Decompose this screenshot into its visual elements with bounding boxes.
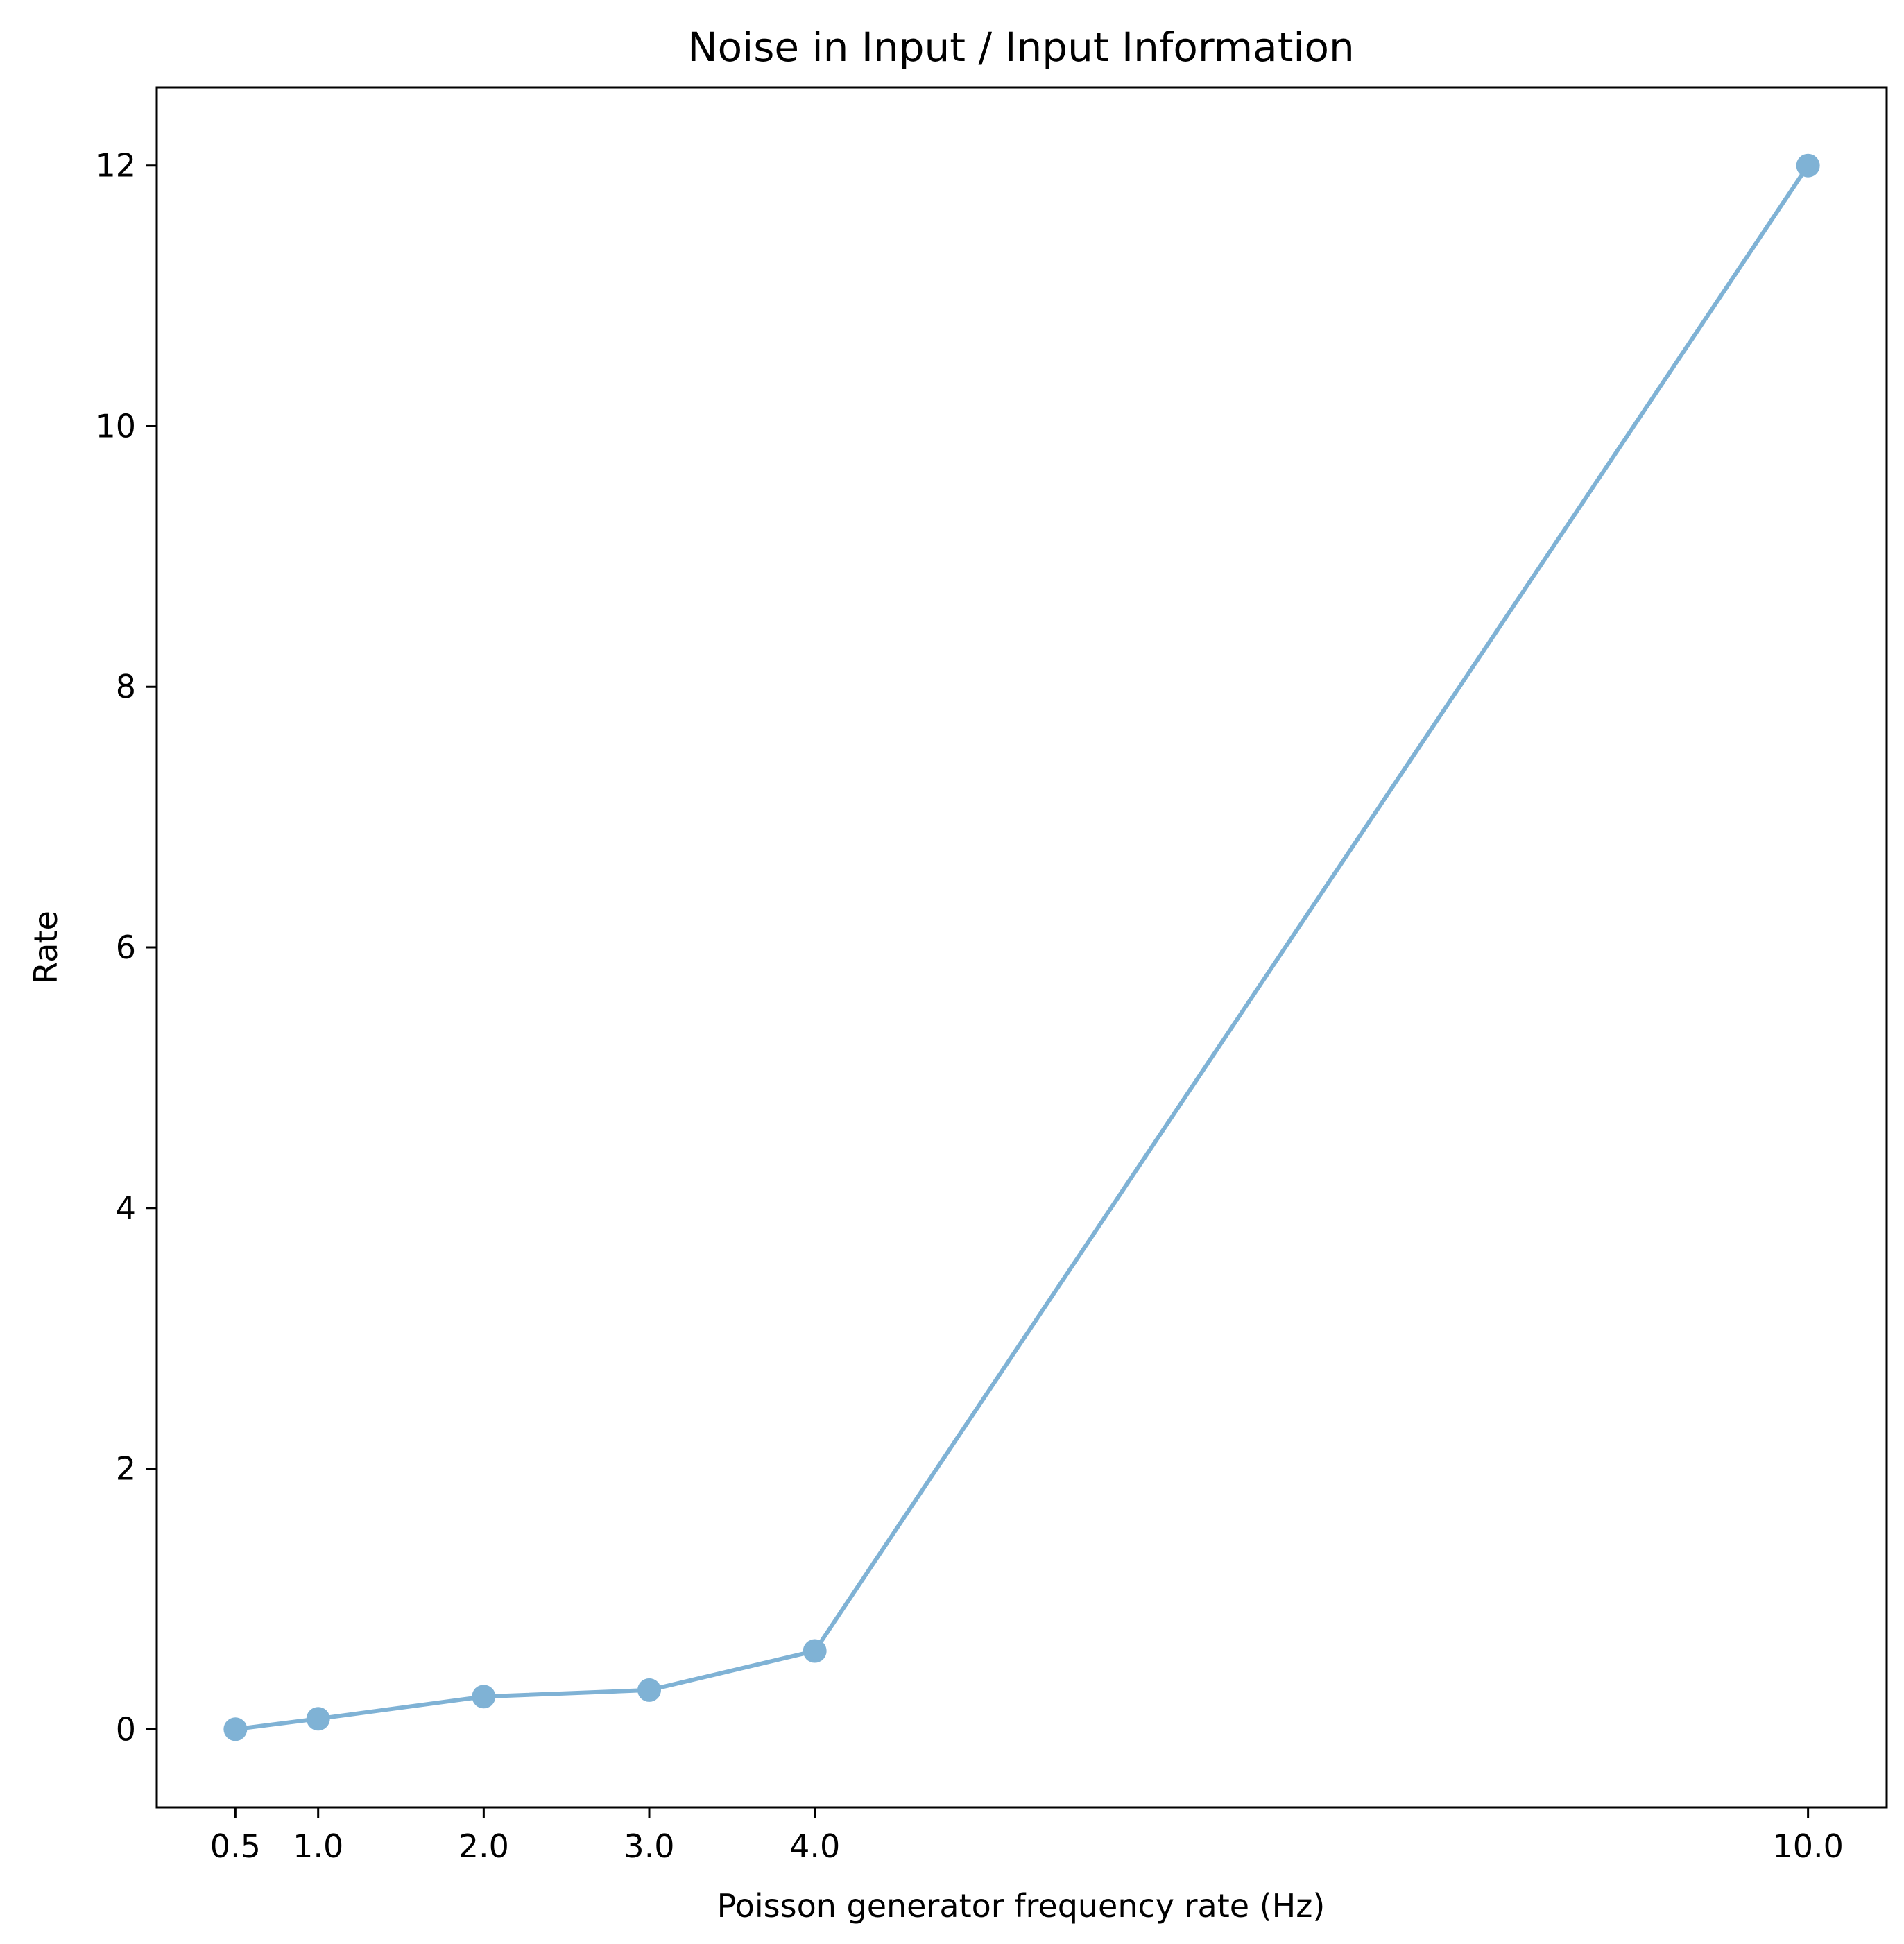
y-tick-label: 0	[116, 1710, 136, 1748]
y-tick-label: 2	[116, 1450, 136, 1488]
y-tick-label: 6	[116, 929, 136, 966]
y-tick-label: 8	[116, 668, 136, 705]
x-tick-label: 3.0	[624, 1827, 674, 1865]
x-axis: 0.5 1.0 2.0 3.0 4.0 10.0	[210, 1807, 1844, 1865]
y-tick-label: 4	[116, 1189, 136, 1227]
data-point	[637, 1678, 662, 1702]
x-tick-label: 1.0	[293, 1827, 343, 1865]
chart-title: Noise in Input / Input Information	[687, 24, 1355, 71]
x-axis-label: Poisson generator frequency rate (Hz)	[717, 1887, 1326, 1925]
data-point	[803, 1639, 827, 1663]
data-point	[1796, 153, 1820, 178]
y-axis: 0 2 4 6 8 10 12	[95, 147, 157, 1748]
y-axis-label: Rate	[27, 911, 65, 983]
data-point	[472, 1685, 496, 1709]
plot-frame	[155, 86, 1888, 1809]
data-point	[306, 1707, 330, 1731]
x-tick-label: 2.0	[458, 1827, 509, 1865]
x-tick-label: 10.0	[1772, 1827, 1843, 1865]
x-tick-label: 4.0	[789, 1827, 840, 1865]
y-tick-label: 12	[95, 147, 136, 184]
data-point	[223, 1717, 248, 1741]
x-tick-label: 0.5	[210, 1827, 261, 1865]
series-layer	[223, 153, 1820, 1741]
y-tick-label: 10	[95, 407, 136, 445]
series-line	[235, 164, 1810, 1732]
